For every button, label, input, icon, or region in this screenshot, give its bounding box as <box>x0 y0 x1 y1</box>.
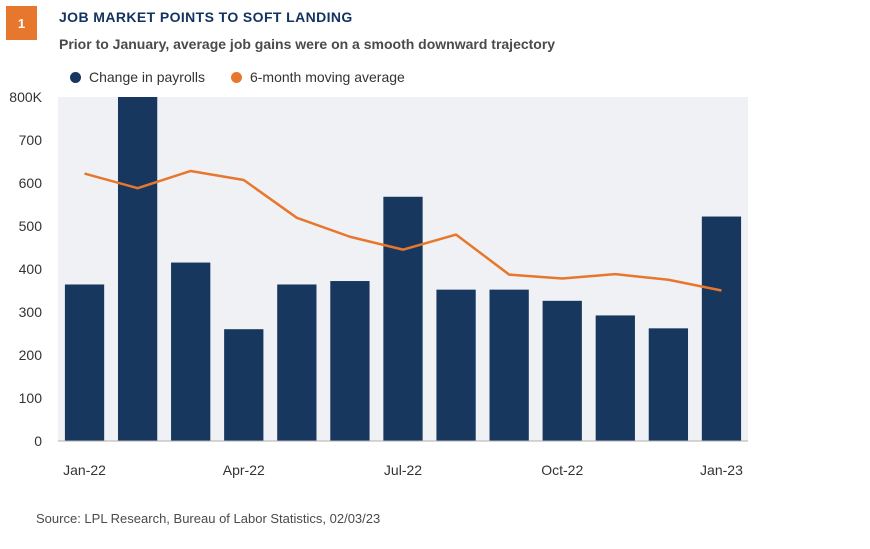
bar-oct-22 <box>542 300 582 441</box>
bar-may-22 <box>277 284 317 441</box>
x-tick-label: Oct-22 <box>541 462 583 478</box>
chart-title: JOB MARKET POINTS TO SOFT LANDING <box>59 9 353 25</box>
figure-number-badge: 1 <box>6 6 37 40</box>
bar-jan-23 <box>701 216 742 441</box>
y-tick-label: 500 <box>19 218 43 234</box>
legend-swatch-payrolls <box>70 71 81 83</box>
legend-item-moving-average: 6-month moving average <box>230 69 405 85</box>
bar-sep-22 <box>489 289 529 441</box>
bar-jul-22 <box>383 196 423 441</box>
source-note: Source: LPL Research, Bureau of Labor St… <box>36 511 381 526</box>
legend-swatch-moving-average <box>230 71 242 83</box>
legend-item-payrolls: Change in payrolls <box>70 69 205 85</box>
y-tick-label: 400 <box>19 261 43 277</box>
x-tick-label: Jan-23 <box>700 462 743 478</box>
bar-dec-22 <box>648 328 689 441</box>
x-tick-label: Jan-22 <box>63 462 106 478</box>
chart-subtitle: Prior to January, average job gains were… <box>59 36 556 52</box>
x-tick-label: Apr-22 <box>223 462 265 478</box>
y-tick-label: 800K <box>9 89 42 105</box>
y-tick-label: 200 <box>19 347 43 363</box>
y-tick-label: 0 <box>34 433 42 449</box>
bar-mar-22 <box>171 262 211 441</box>
bar-jun-22 <box>330 281 370 441</box>
legend-label-payrolls: Change in payrolls <box>89 69 205 85</box>
series-line-moving-average <box>84 169 722 292</box>
bar-jan-22 <box>64 284 105 441</box>
y-tick-label: 700 <box>19 132 43 148</box>
y-tick-label: 100 <box>19 390 43 406</box>
y-tick-label: 600 <box>19 175 43 191</box>
bar-apr-22 <box>224 329 264 441</box>
bar-feb-22 <box>117 97 158 441</box>
x-tick-label: Jul-22 <box>384 462 422 478</box>
bar-nov-22 <box>595 315 635 441</box>
y-tick-label: 300 <box>19 304 43 320</box>
legend-label-moving-average: 6-month moving average <box>249 69 405 85</box>
legend: Change in payrolls 6-month moving averag… <box>70 69 431 85</box>
bar-aug-22 <box>436 289 476 441</box>
